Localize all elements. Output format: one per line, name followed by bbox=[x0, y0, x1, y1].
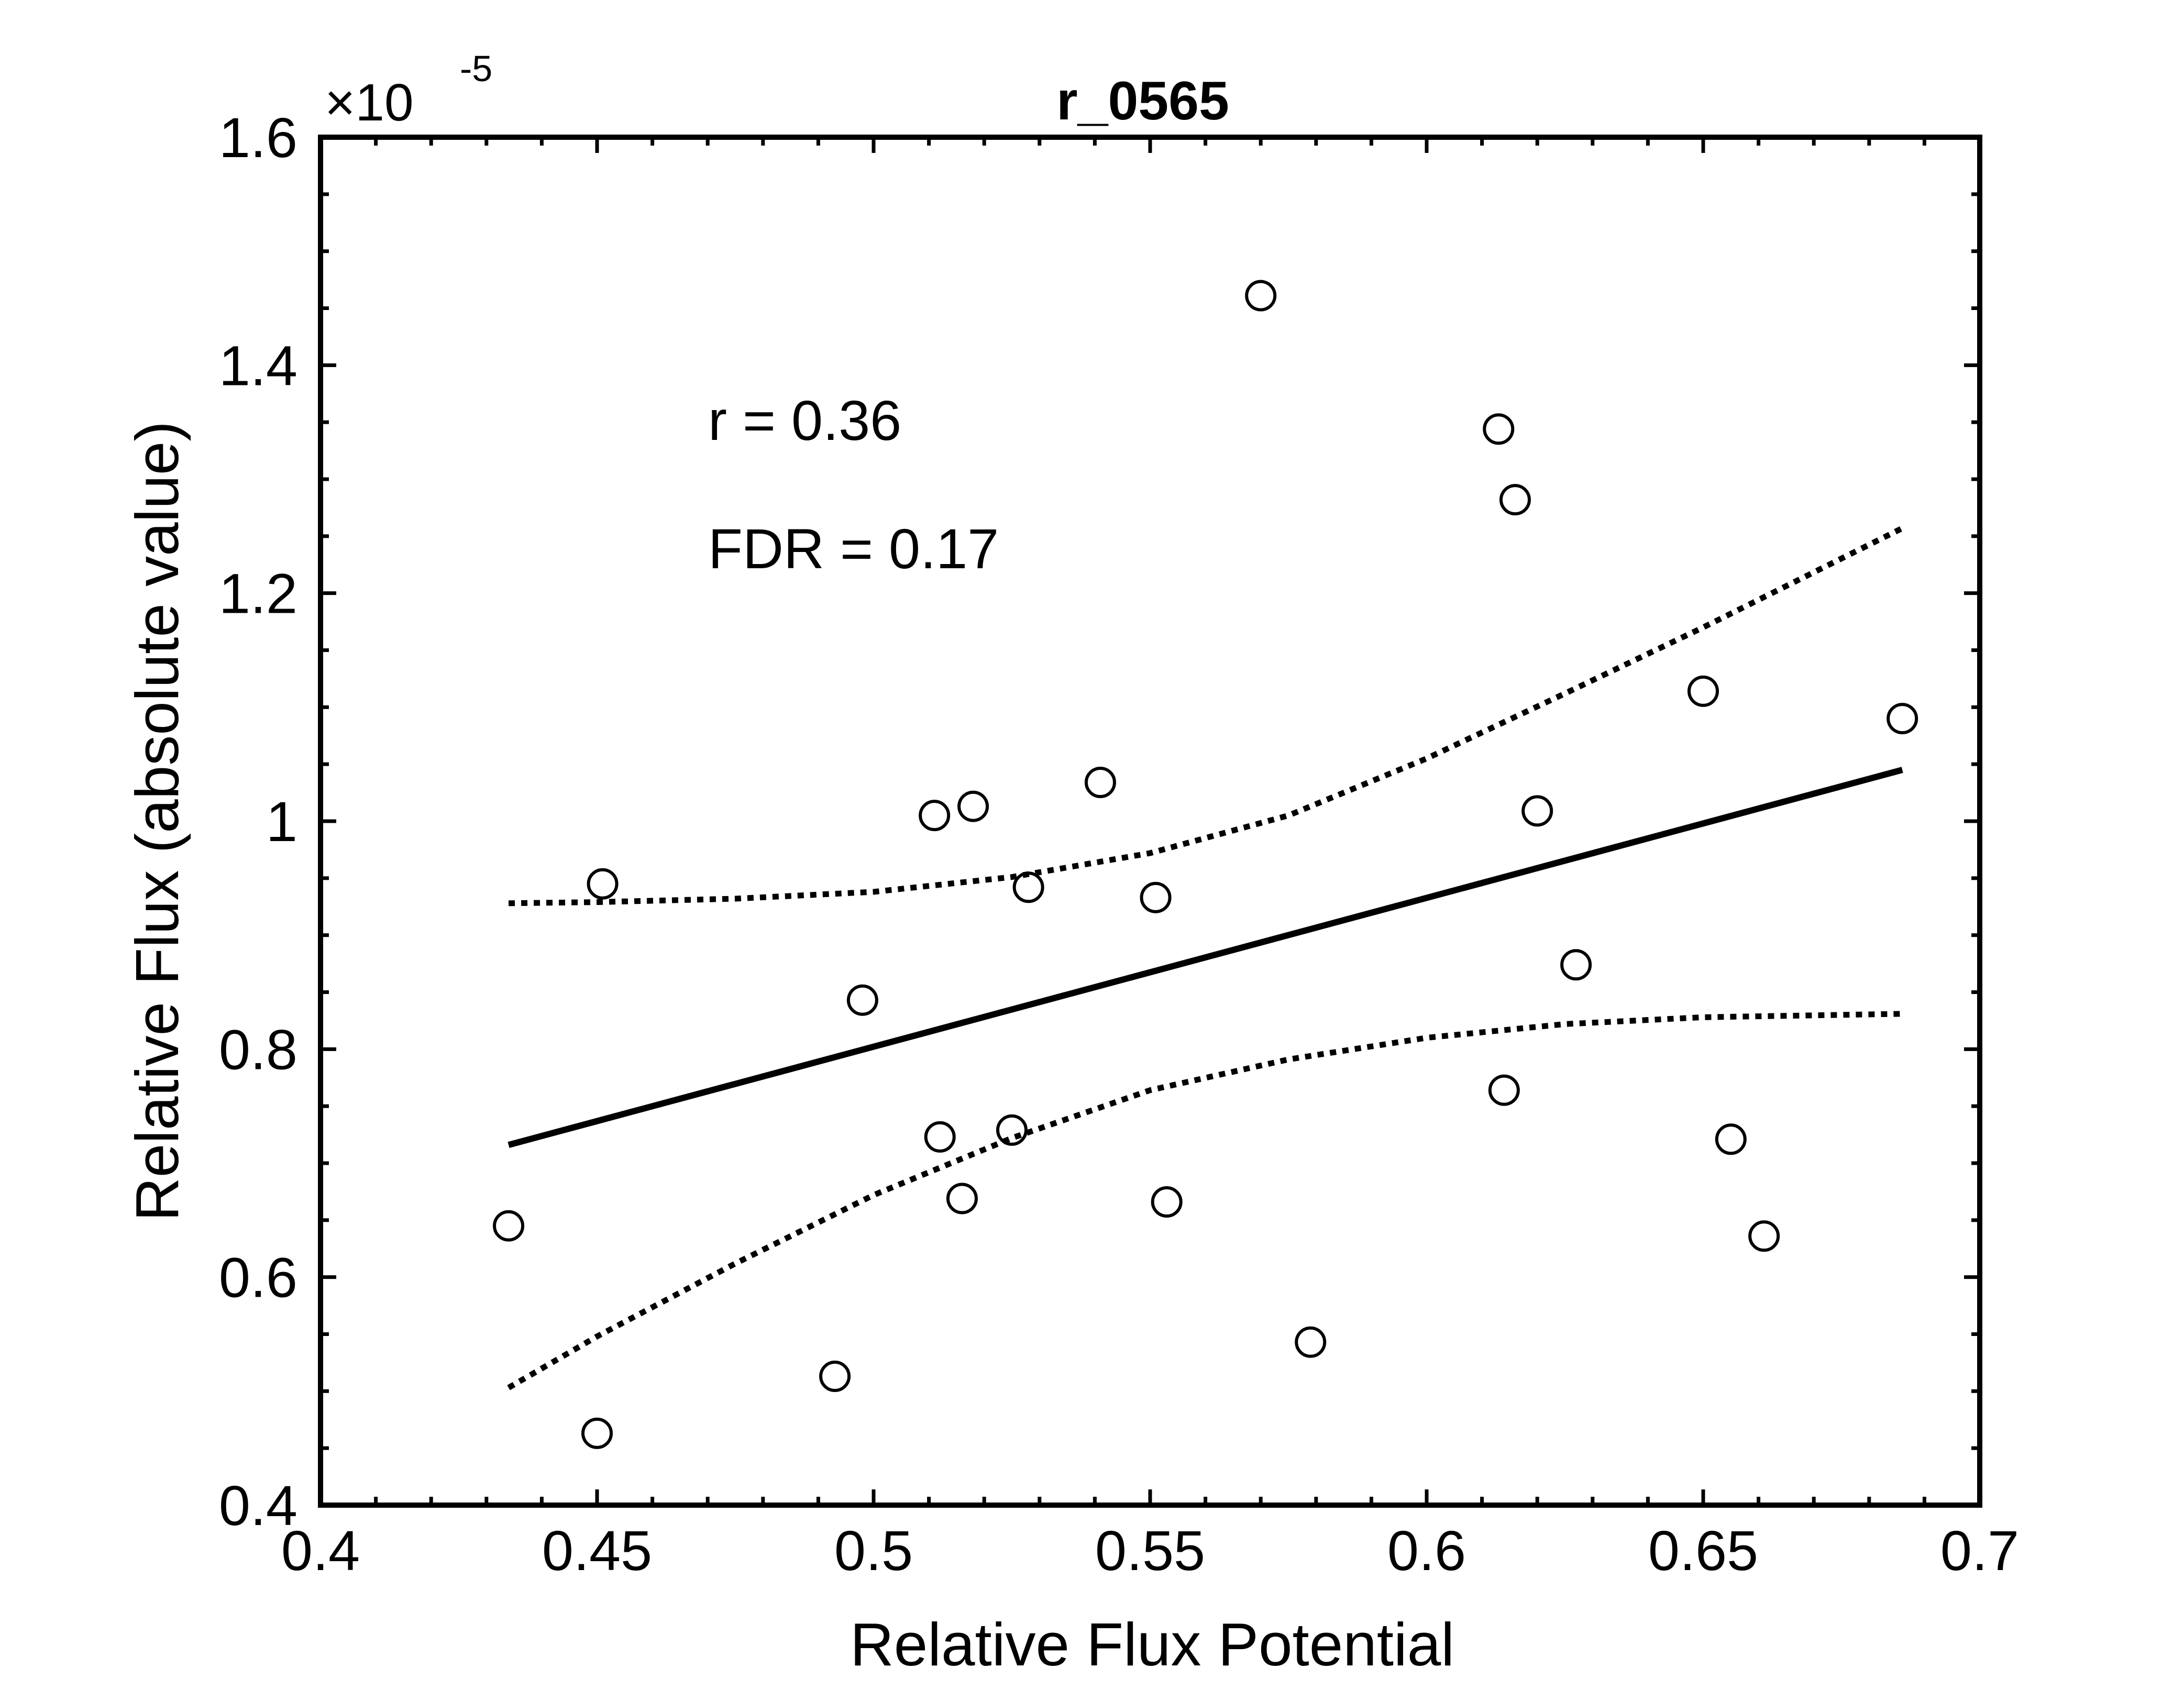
data-point bbox=[919, 800, 951, 832]
y-multiplier-base: ×10 bbox=[325, 73, 414, 132]
y-axis-label: Relative Flux (absolute value) bbox=[123, 421, 191, 1221]
x-tick-label: 0.7 bbox=[1940, 1519, 2019, 1582]
data-point bbox=[1084, 766, 1116, 798]
x-tick-label: 0.65 bbox=[1648, 1519, 1758, 1582]
x-tick-label: 0.55 bbox=[1095, 1519, 1205, 1582]
data-point bbox=[957, 790, 989, 822]
fdr-annotation: FDR = 0.17 bbox=[708, 517, 999, 580]
regression-line bbox=[508, 767, 1903, 1148]
data-point bbox=[581, 1417, 613, 1449]
data-point bbox=[1245, 280, 1277, 312]
x-tick-labels: 0.4 0.45 0.5 0.55 0.6 0.65 0.7 bbox=[281, 1519, 2019, 1582]
correlation-annotation: r = 0.36 bbox=[708, 389, 901, 452]
data-point bbox=[1151, 1186, 1183, 1218]
data-points bbox=[493, 280, 1918, 1449]
data-point bbox=[587, 868, 619, 900]
data-point bbox=[1499, 484, 1531, 516]
y-tick-label: 0.4 bbox=[219, 1474, 297, 1537]
data-point bbox=[946, 1183, 978, 1214]
data-point bbox=[1488, 1074, 1520, 1106]
data-point bbox=[1012, 871, 1044, 903]
data-point bbox=[493, 1210, 525, 1242]
fit-curves bbox=[507, 525, 1904, 1390]
data-point bbox=[1748, 1220, 1780, 1252]
y-tick-label: 1 bbox=[266, 790, 297, 853]
y-tick-label: 0.6 bbox=[219, 1246, 297, 1309]
data-point bbox=[996, 1114, 1028, 1146]
y-tick-label: 1.2 bbox=[219, 562, 297, 625]
data-point bbox=[1687, 675, 1719, 707]
x-axis-label: Relative Flux Potential bbox=[850, 1610, 1454, 1678]
x-tick-label: 0.45 bbox=[542, 1519, 652, 1582]
data-point bbox=[846, 984, 878, 1016]
data-point bbox=[1560, 949, 1592, 981]
chart-title: r_0565 bbox=[1056, 71, 1229, 131]
plot-frame bbox=[318, 135, 1982, 1508]
y-multiplier-exponent: -5 bbox=[460, 48, 492, 89]
y-tick-label: 1.4 bbox=[219, 334, 297, 397]
y-multiplier: ×10 -5 bbox=[325, 48, 492, 132]
x-tick-label: 0.6 bbox=[1387, 1519, 1466, 1582]
data-point bbox=[819, 1361, 851, 1393]
axis-ticks bbox=[318, 135, 1982, 1507]
data-point bbox=[1521, 795, 1553, 827]
data-point bbox=[924, 1121, 956, 1153]
data-point bbox=[1140, 881, 1172, 913]
upper-confidence-band bbox=[508, 525, 1904, 907]
y-tick-labels: 0.4 0.6 0.8 1 1.2 1.4 1.6 bbox=[219, 106, 297, 1537]
data-point bbox=[1295, 1326, 1327, 1358]
lower-confidence-band bbox=[507, 1011, 1903, 1390]
y-tick-label: 0.8 bbox=[219, 1018, 297, 1081]
data-point bbox=[1483, 413, 1515, 445]
x-tick-label: 0.5 bbox=[834, 1519, 913, 1582]
x-tick-label: 0.4 bbox=[281, 1519, 360, 1582]
y-tick-label: 1.6 bbox=[219, 106, 297, 169]
data-point bbox=[1887, 703, 1918, 735]
data-point bbox=[1715, 1123, 1747, 1155]
